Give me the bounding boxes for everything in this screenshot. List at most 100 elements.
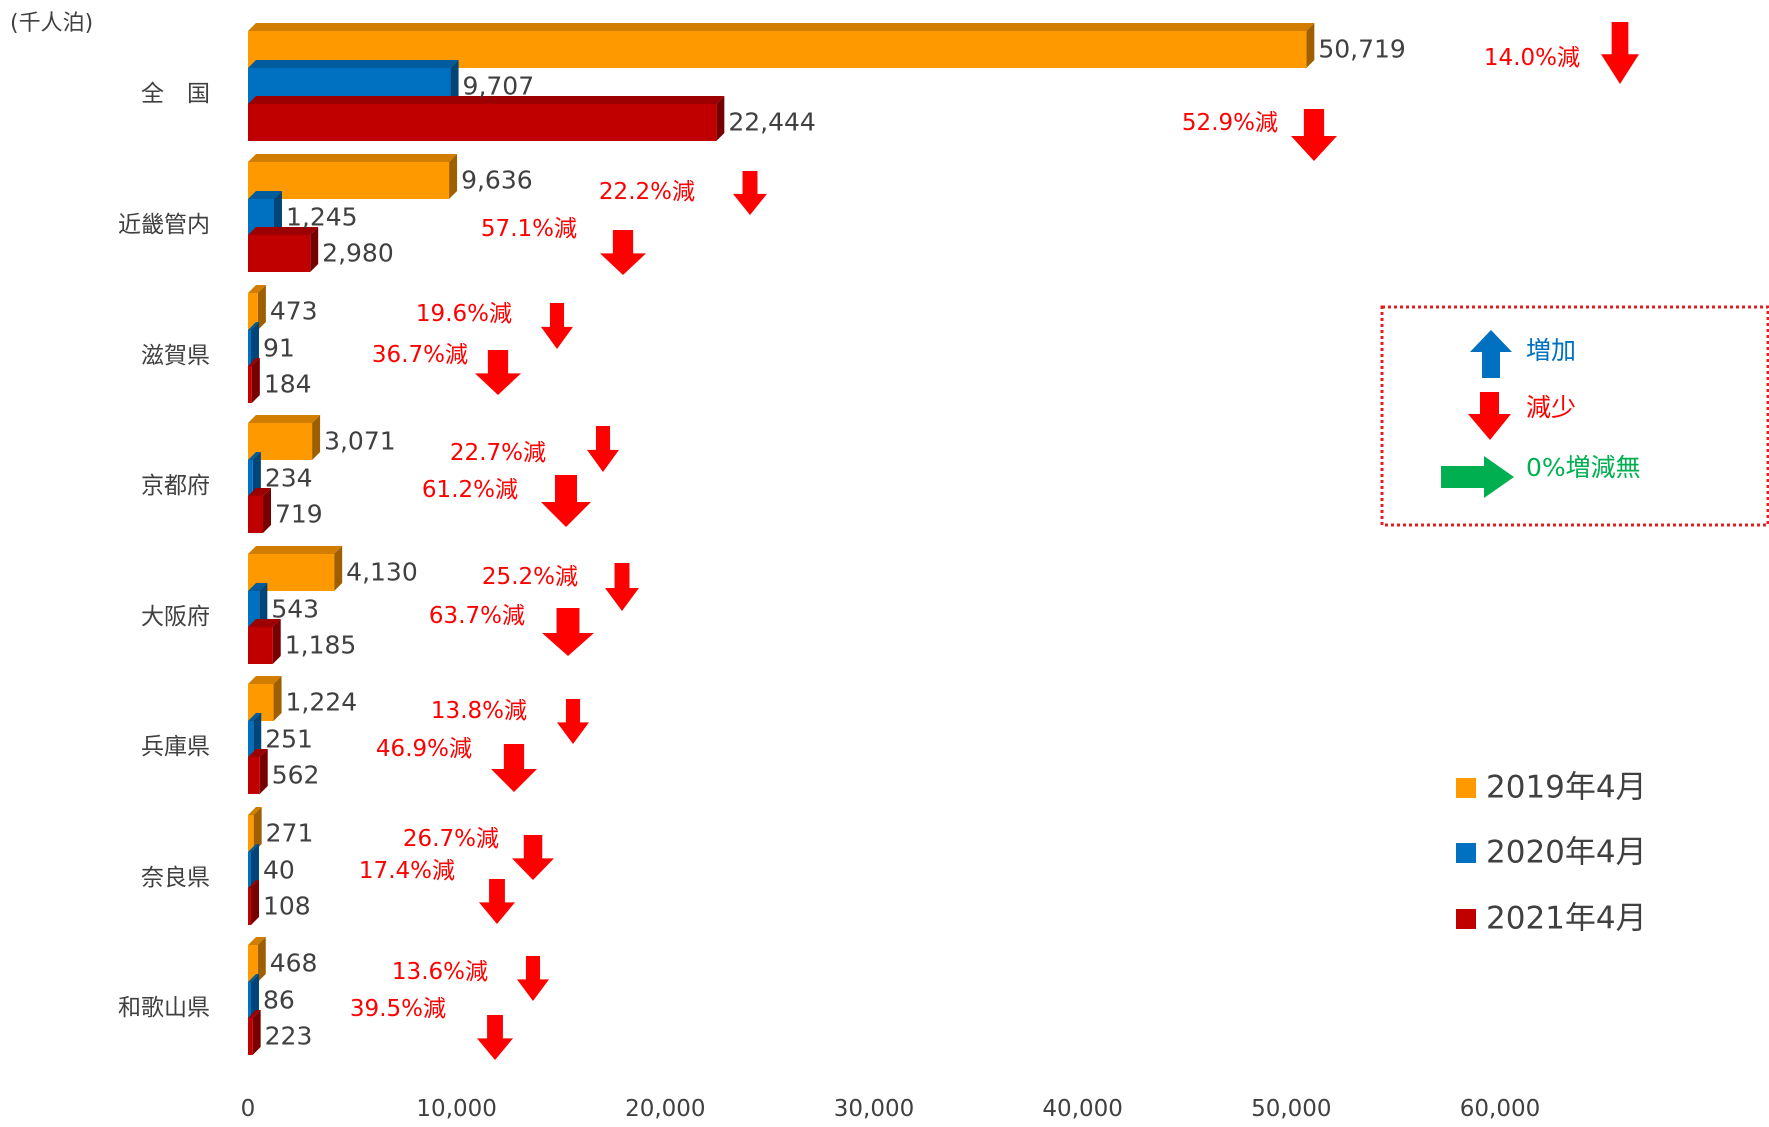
x-tick-label: 60,000 [1460,1096,1540,1122]
bar-side-face [450,60,459,105]
bar-top-face [248,96,725,104]
bar-top-face [248,749,268,757]
data-label: 468 [270,949,318,978]
data-label: 3,071 [324,427,396,456]
bar-top-face [248,676,282,684]
bar-top-face [248,583,268,591]
data-label: 184 [264,370,312,399]
bar [248,235,311,272]
category-label: 兵庫県 [141,734,210,760]
change-arrow-2021 [542,608,594,656]
change-annotations: 14.0%減 52.9%減 22.2%減 57.1%減 19.6%減 36.7%減 22.7… [350,22,1639,1060]
change-label-2020: 14.0%減 [1484,45,1580,71]
change-arrow-2021 [541,475,591,527]
change-arrow-2021 [475,350,521,395]
change-label-2020: 13.6%減 [392,959,488,985]
bar-top-face [248,844,259,852]
bar-top-face [248,546,343,554]
data-label: 234 [265,464,313,493]
change-arrow-2021 [479,879,515,924]
arrow-legend-box [1380,305,1769,527]
x-tick-label: 0 [241,1096,256,1122]
bar-top-face [248,358,260,366]
bar-side-face [253,807,262,852]
bar-side-face [252,1010,261,1055]
legend-swatch [1456,909,1476,929]
data-label: 1,224 [286,688,358,717]
bar-top-face [248,1010,261,1018]
bar-side-face [263,488,272,533]
bar-side-face [251,358,260,403]
category-label: 滋賀県 [141,343,210,369]
arrow-right-icon [1441,456,1514,498]
bar-top-face [248,322,259,330]
bar [248,460,253,497]
arrow-up-icon [1470,330,1512,378]
data-label: 562 [272,761,320,790]
legend-swatch [1456,843,1476,863]
bar-side-face [273,191,282,236]
bar-side-face [251,974,259,1019]
data-label: 2,980 [322,239,394,268]
change-arrow-2020 [517,956,549,1001]
bar [248,366,252,403]
data-label: 50,719 [1318,35,1405,64]
series-legend: 2019年4月 2020年4月 2021年4月 [1456,770,1647,937]
arrow-legend-label: 増加 [1526,336,1576,365]
x-tick-label: 40,000 [1042,1096,1122,1122]
bar-top-face [248,415,321,423]
change-label-2020: 13.8%減 [431,698,527,724]
x-tick-label: 10,000 [416,1096,496,1122]
data-label: 108 [263,892,311,921]
category-label: 大阪府 [141,604,210,630]
bar [248,591,260,628]
legend-swatch [1456,778,1476,798]
bars [248,23,1315,1055]
x-tick-label: 30,000 [834,1096,914,1122]
data-label: 91 [263,334,295,363]
bar [248,721,254,758]
category-label: 奈良県 [141,865,210,891]
bar-side-face [273,676,282,721]
arrow-down-icon [1468,392,1511,440]
bar [248,627,273,664]
legend-label: 2020年4月 [1486,835,1647,871]
bar-side-face [257,285,266,330]
bar [248,496,264,533]
bar [248,104,717,141]
bar-side-face [252,452,261,497]
change-arrow-2021 [600,230,646,275]
change-arrow-2021 [1291,109,1337,161]
bar-side-face [253,713,262,758]
change-label-2020: 26.7%減 [403,826,499,852]
bar-top-face [248,937,266,945]
bar-top-face [248,23,1315,31]
data-label: 251 [265,725,313,754]
data-label: 9,636 [461,166,533,195]
bar [248,815,254,852]
data-label: 1,245 [286,203,358,232]
bar [248,982,251,1019]
bar [248,852,251,889]
data-label: 9,707 [463,72,535,101]
bar-side-face [716,96,725,141]
category-label: 近畿管内 [118,212,210,238]
change-arrow-2021 [491,744,537,792]
bar-top-face [248,880,259,888]
bar-top-face [248,285,266,293]
bar [248,1018,253,1055]
data-label: 40 [263,856,295,885]
change-label-2020: 22.2%減 [599,179,695,205]
data-label: 543 [271,595,319,624]
bar [248,293,258,330]
arrow-legend-label: 減少 [1526,393,1576,422]
bar-side-face [449,154,458,199]
bar-side-face [272,619,281,664]
bar-top-face [248,974,259,982]
bar-top-face [248,154,458,162]
data-label: 719 [275,500,323,529]
bar-top-face [248,227,319,235]
legend-label: 2021年4月 [1486,901,1647,937]
